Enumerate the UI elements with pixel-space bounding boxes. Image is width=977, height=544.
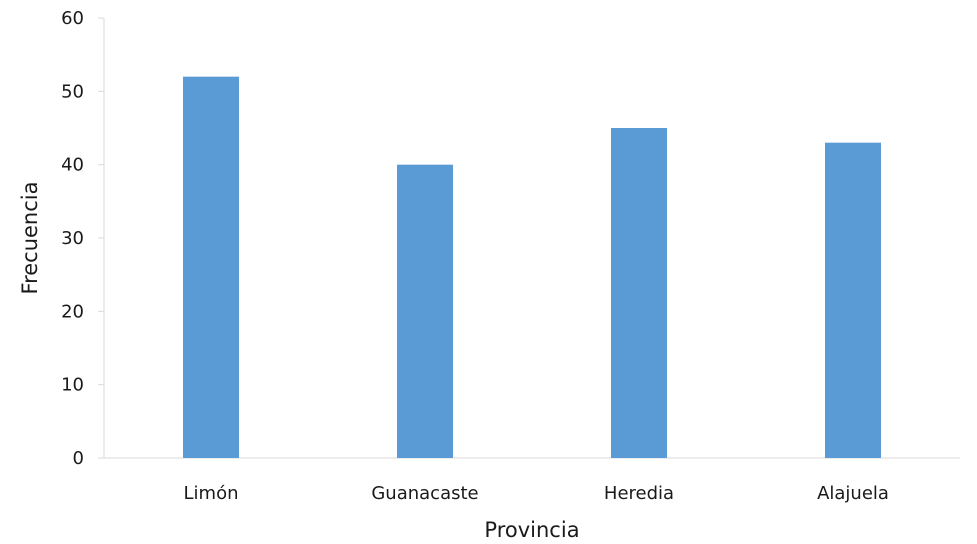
y-tick-label: 50 xyxy=(61,81,84,102)
bar xyxy=(183,76,239,459)
bars xyxy=(183,76,881,459)
y-tick-label: 40 xyxy=(61,155,84,176)
x-tick-label: Guanacaste xyxy=(371,483,478,504)
x-tick-label: Heredia xyxy=(604,483,674,504)
y-axis: 0 10 20 30 40 50 60 xyxy=(61,8,105,469)
x-tick-label: Alajuela xyxy=(817,483,889,504)
y-axis-title: Frecuencia xyxy=(18,182,42,295)
bar xyxy=(825,142,881,458)
x-axis: Limón Guanacaste Heredia Alajuela xyxy=(104,457,960,504)
x-tick-label: Limón xyxy=(184,483,239,504)
y-tick-label: 60 xyxy=(61,8,84,29)
x-axis-title: Provincia xyxy=(484,518,579,542)
y-tick-label: 0 xyxy=(73,448,84,469)
y-tick-label: 30 xyxy=(61,228,84,249)
y-tick-label: 20 xyxy=(61,301,84,322)
bar xyxy=(397,164,453,458)
bar xyxy=(611,128,667,458)
y-tick-label: 10 xyxy=(61,375,84,396)
